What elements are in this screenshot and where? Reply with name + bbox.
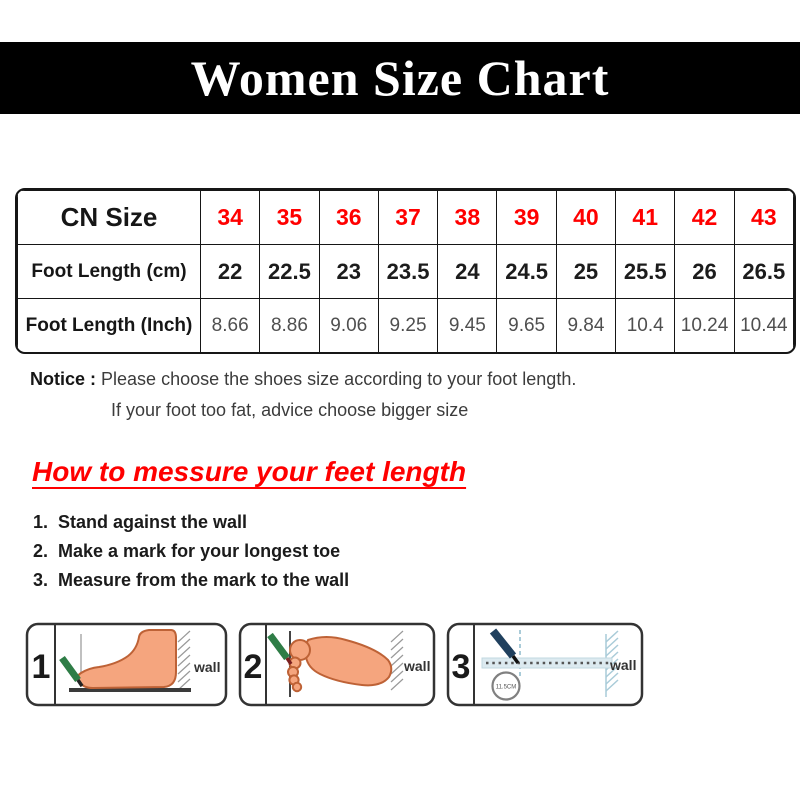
size-cell: 9.84	[555, 298, 617, 352]
measure-illustrations: 1 wall 2	[25, 622, 644, 707]
size-cell: 23	[318, 244, 379, 299]
size-cell: 36	[318, 190, 379, 245]
size-cell: 41	[615, 190, 676, 245]
size-cell: 26.5	[733, 244, 794, 299]
wall-label: wall	[403, 658, 430, 674]
wall-label: wall	[193, 659, 220, 675]
size-cell: 9.06	[318, 298, 379, 352]
step-2-text: Make a mark for your longest toe	[58, 541, 341, 561]
footprint-icon: 2 wall	[238, 622, 436, 707]
illustration-step-1: 1 wall	[25, 622, 228, 707]
measuring-icon: 3 11.5CM wall	[446, 622, 644, 707]
size-cell: 25.5	[615, 244, 676, 299]
how-to-heading: How to messure your feet length	[32, 456, 467, 487]
size-chart-table: CN Size 34 35 36 37 38 39 40 41 42 43 Foot Length (…	[15, 188, 796, 354]
illustration-step-2: 2 wall	[238, 622, 436, 707]
measure-steps-list: 1. Stand against the wall 2. Make a mark…	[33, 508, 349, 595]
notice-label: Notice :	[30, 369, 97, 389]
measuring-tape	[481, 657, 613, 669]
step-3: 3. Measure from the mark to the wall	[33, 566, 349, 595]
pencil-tip	[76, 679, 84, 687]
notice-line-2: If your foot too fat, advice choose bigg…	[111, 400, 469, 420]
size-table-row: CN Size 34 35 36 37 38 39 40 41 42 43	[17, 190, 794, 245]
size-cell: 10.24	[674, 298, 735, 352]
notice-text: Notice : Please choose the shoes size ac…	[30, 364, 576, 426]
illustration-3-number: 3	[452, 648, 471, 686]
size-cell: 24	[437, 244, 498, 299]
size-cell: 22	[199, 244, 261, 299]
size-table-row: Foot Length (Inch) 8.66 8.86 9.06 9.25 9.45 9.…	[17, 298, 794, 352]
size-table-body: CN Size 34 35 36 37 38 39 40 41 42 43 Foot Length (…	[17, 190, 794, 352]
pencil-icon	[489, 628, 517, 659]
step-1-number: 1.	[33, 512, 49, 532]
measurement-circle	[491, 671, 521, 701]
row-header: Foot Length (Inch)	[17, 298, 201, 352]
measurement-value: 11.5CM	[496, 685, 517, 691]
step-1-text: Stand against the wall	[58, 512, 248, 532]
page-title: Women Size Chart	[190, 50, 610, 106]
size-table-row: Foot Length (cm) 22 22.5 23 23.5 24 24.5 25 25.5…	[17, 244, 794, 299]
size-cell: 38	[437, 190, 498, 245]
size-cell: 35	[259, 190, 320, 245]
size-cell: 9.45	[437, 298, 498, 352]
size-cell: 10.4	[615, 298, 676, 352]
notice-line-1: Notice : Please choose the shoes size ac…	[30, 369, 577, 389]
size-cell: 8.86	[259, 298, 320, 352]
pencil-tip	[285, 657, 293, 665]
size-cell: 10.44	[733, 298, 794, 352]
size-cell: 26	[674, 244, 735, 299]
row-header: CN Size	[17, 190, 201, 245]
row-header: Foot Length (cm)	[17, 244, 201, 299]
size-cell: 25	[555, 244, 617, 299]
size-cell: 42	[674, 190, 735, 245]
step-1: 1. Stand against the wall	[33, 508, 349, 537]
size-cell: 39	[496, 190, 557, 245]
title-banner: Women Size Chart	[0, 42, 800, 114]
pencil-icon	[59, 655, 81, 683]
foot-side-shape	[76, 629, 177, 689]
wall-label: wall	[609, 657, 636, 673]
size-cell: 40	[555, 190, 617, 245]
size-cell: 37	[377, 190, 439, 245]
foot-side-view-icon: 1 wall	[25, 622, 228, 707]
size-cell: 34	[199, 190, 261, 245]
size-cell: 43	[733, 190, 794, 245]
size-cell: 8.66	[199, 298, 261, 352]
illustration-2-number: 2	[244, 648, 263, 686]
step-2: 2. Make a mark for your longest toe	[33, 537, 349, 566]
pencil-tip	[511, 654, 520, 665]
size-cell: 23.5	[377, 244, 439, 299]
step-3-text: Measure from the mark to the wall	[58, 570, 350, 590]
wall-hatching	[390, 630, 404, 691]
illustration-1-number: 1	[32, 648, 51, 686]
step-2-number: 2.	[33, 541, 49, 561]
step-3-number: 3.	[33, 570, 49, 590]
size-cell: 9.65	[496, 298, 557, 352]
pencil-icon	[267, 632, 290, 661]
footprint-shape	[287, 636, 393, 693]
size-cell: 22.5	[259, 244, 320, 299]
size-cell: 9.25	[377, 298, 439, 352]
illustration-step-3: 3 11.5CM wall	[446, 622, 644, 707]
size-cell: 24.5	[496, 244, 557, 299]
